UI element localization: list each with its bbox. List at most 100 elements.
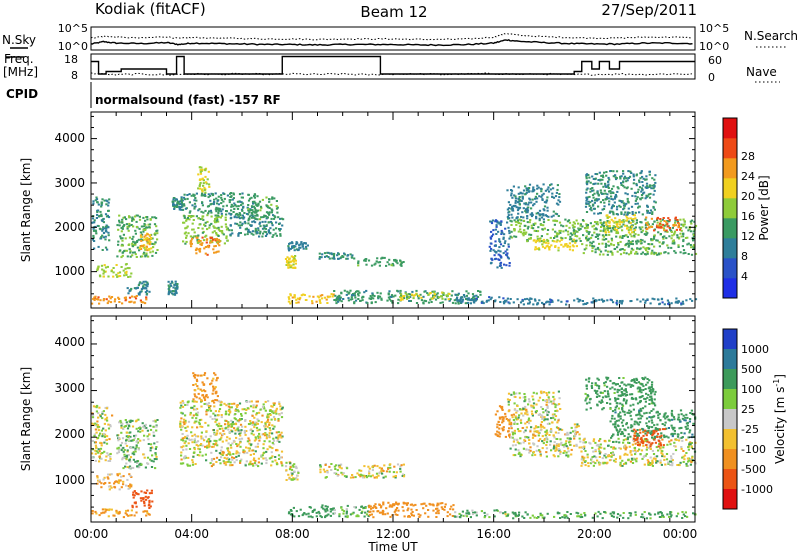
cell-13 bbox=[269, 198, 271, 200]
cell-5 bbox=[220, 425, 222, 427]
cell-1 bbox=[106, 443, 108, 445]
power-colorbar: 4 8 12 16 20 24 28 Power [dB] bbox=[723, 118, 771, 298]
cell-18 bbox=[393, 259, 395, 261]
cell-12 bbox=[243, 216, 245, 218]
cell-3 bbox=[155, 448, 157, 450]
cell-26 bbox=[653, 236, 655, 238]
cell-25 bbox=[555, 195, 557, 197]
cell-9 bbox=[343, 472, 345, 474]
cell-29 bbox=[644, 179, 646, 181]
cell-10 bbox=[361, 512, 363, 514]
cell-26 bbox=[665, 237, 667, 239]
cell-14 bbox=[546, 430, 548, 432]
cell-9 bbox=[197, 173, 199, 175]
cell-12 bbox=[228, 229, 230, 231]
cell-5 bbox=[204, 403, 206, 405]
cell-15 bbox=[327, 296, 329, 298]
cell-6 bbox=[202, 381, 204, 383]
cell-5 bbox=[225, 461, 227, 463]
cell-5 bbox=[221, 428, 223, 430]
cell-5 bbox=[281, 462, 283, 464]
cell-5 bbox=[215, 450, 217, 452]
cell-19 bbox=[362, 299, 364, 301]
cell-30 bbox=[675, 298, 677, 300]
cell-26 bbox=[615, 236, 617, 238]
cell-10 bbox=[175, 198, 177, 200]
cell-0 bbox=[144, 510, 146, 512]
cell-26 bbox=[608, 234, 610, 236]
cell-3 bbox=[138, 427, 140, 429]
cell-5 bbox=[259, 409, 261, 411]
cell-9 bbox=[208, 171, 210, 173]
cell-11 bbox=[402, 510, 404, 512]
cell-3 bbox=[150, 447, 152, 449]
cell-29 bbox=[608, 197, 610, 199]
cell-14 bbox=[554, 441, 556, 443]
cell-2 bbox=[100, 482, 102, 484]
cell-29 bbox=[622, 181, 624, 183]
cell-8 bbox=[326, 510, 328, 512]
cell-8 bbox=[288, 512, 290, 514]
cell-19 bbox=[337, 301, 339, 303]
cell-19 bbox=[373, 295, 375, 297]
cell-21 bbox=[456, 300, 458, 302]
cell-16 bbox=[287, 245, 289, 247]
cell-26 bbox=[630, 251, 632, 253]
cell-29 bbox=[591, 176, 593, 178]
cell-25 bbox=[555, 213, 557, 215]
cell-2 bbox=[113, 486, 115, 488]
cell-29 bbox=[625, 203, 627, 205]
cell-29 bbox=[645, 197, 647, 199]
cell-14 bbox=[510, 436, 512, 438]
cell-5 bbox=[192, 456, 194, 458]
cell-30 bbox=[550, 299, 552, 301]
cell-4 bbox=[149, 492, 151, 494]
cell-5 bbox=[199, 448, 201, 450]
cell-8 bbox=[194, 194, 196, 196]
cell-29 bbox=[604, 183, 606, 185]
cell-5 bbox=[233, 427, 235, 429]
cell-5 bbox=[147, 233, 149, 235]
cell-6 bbox=[203, 224, 205, 226]
cell-29 bbox=[595, 173, 597, 175]
cell-26 bbox=[670, 247, 672, 249]
power-ytick-3000: 3000 bbox=[54, 176, 85, 190]
cell-5 bbox=[262, 458, 264, 460]
cell-7 bbox=[200, 240, 202, 242]
cell-29 bbox=[624, 192, 626, 194]
cell-29 bbox=[641, 194, 643, 196]
cell-21 bbox=[475, 300, 477, 302]
cell-21 bbox=[473, 299, 475, 301]
cell-3 bbox=[125, 419, 127, 421]
cell-26 bbox=[639, 227, 641, 229]
cell-8 bbox=[310, 507, 312, 509]
cell-14 bbox=[567, 437, 569, 439]
cell-13 bbox=[505, 436, 507, 438]
cell-9 bbox=[379, 467, 381, 469]
cell-29 bbox=[635, 200, 637, 202]
power-cbar-segment-3 bbox=[723, 218, 737, 238]
cell-9 bbox=[380, 469, 382, 471]
cell-17 bbox=[333, 253, 335, 255]
cpid-label: CPID bbox=[6, 87, 38, 101]
cell-5 bbox=[241, 415, 243, 417]
cell-5 bbox=[200, 406, 202, 408]
cell-29 bbox=[623, 177, 625, 179]
cell-7 bbox=[290, 466, 292, 468]
cell-9 bbox=[208, 183, 210, 185]
cell-8 bbox=[302, 513, 304, 515]
cell-29 bbox=[611, 188, 613, 190]
cell-3 bbox=[139, 228, 141, 230]
cell-2 bbox=[121, 266, 123, 268]
cell-6 bbox=[203, 384, 205, 386]
cell-25 bbox=[525, 209, 527, 211]
cell-26 bbox=[637, 240, 639, 242]
cell-4 bbox=[133, 497, 135, 499]
cell-3 bbox=[118, 215, 120, 217]
cell-14 bbox=[556, 445, 558, 447]
cell-5 bbox=[234, 417, 236, 419]
cell-30 bbox=[584, 303, 586, 305]
cell-8 bbox=[321, 504, 323, 506]
cell-7 bbox=[286, 479, 288, 481]
cell-25 bbox=[550, 188, 552, 190]
